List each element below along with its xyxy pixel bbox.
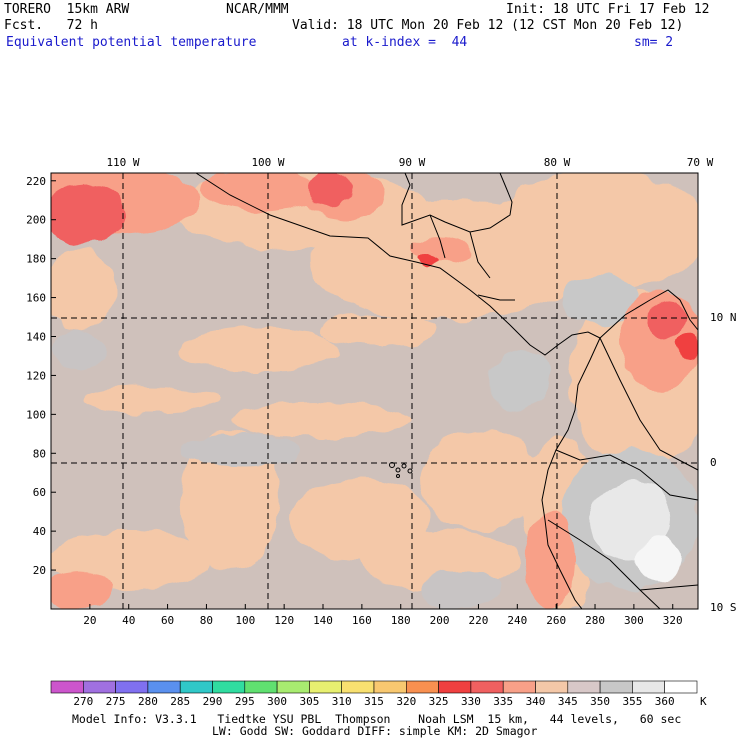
x-tick-label: 320 [663,614,683,627]
longitude-label: 70 W [687,156,714,169]
colorbar-swatch [309,680,342,694]
field-shading [51,173,698,609]
colorbar-label: 340 [526,695,546,708]
colorbar-swatch [212,680,246,694]
longitude-label: 110 W [106,156,139,169]
colorbar-swatch [438,680,472,694]
y-tick-label: 80 [33,447,46,460]
x-tick-label: 80 [200,614,213,627]
colorbar-label: 285 [170,695,190,708]
x-tick-label: 120 [274,614,294,627]
colorbar-swatch [502,680,536,694]
colorbar-label: 360 [655,695,675,708]
colorbar-label: 305 [299,695,319,708]
y-tick-label: 20 [33,564,46,577]
colorbar-label: 345 [558,695,578,708]
smoothing-info: sm= 2 [634,35,674,50]
init-time: Init: 18 UTC Fri 17 Feb 12 [506,2,710,17]
latitude-label: 0 [710,456,717,469]
y-tick-label: 120 [26,369,46,382]
x-tick-label: 60 [161,614,174,627]
valid-time: Valid: 18 UTC Mon 20 Feb 12 (12 CST Mon … [292,18,684,33]
colorbar-label: 335 [493,695,513,708]
longitude-label: 80 W [544,156,571,169]
colorbar-swatch [83,680,116,694]
x-tick-label: 280 [585,614,605,627]
colorbar-label: 350 [590,695,610,708]
forecast-hour: Fcst. 72 h [4,18,98,33]
colorbar-swatch [632,680,666,694]
x-tick-label: 100 [235,614,255,627]
colorbar-label: 300 [267,695,287,708]
colorbar-label: 275 [106,695,126,708]
colorbar-unit: K [700,695,707,708]
colorbar-label: 270 [73,695,93,708]
colorbar [50,680,698,694]
x-tick-label: 200 [430,614,450,627]
colorbar-swatch [599,680,633,694]
y-axis: 20 40 60 80 100 120 140 160 180 200 220 [26,175,56,577]
colorbar-label: 315 [364,695,384,708]
x-tick-label: 300 [624,614,644,627]
colorbar-swatch [567,680,601,694]
colorbar-swatch [664,680,698,694]
colorbar-swatch [470,680,504,694]
colorbar-swatch [50,680,84,694]
y-tick-label: 40 [33,525,46,538]
colorbar-label: 280 [138,695,158,708]
y-tick-label: 180 [26,253,46,266]
colorbar-swatch [373,680,407,694]
latitude-labels: 10 N 0 10 S [710,311,737,614]
y-tick-label: 60 [33,486,46,499]
latitude-label: 10 S [710,601,737,614]
x-tick-label: 40 [122,614,135,627]
longitude-label: 100 W [251,156,284,169]
colorbar-swatch [147,680,181,694]
longitude-labels: 110 W 100 W 90 W 80 W 70 W [106,156,713,169]
colorbar-label: 355 [622,695,642,708]
x-tick-label: 20 [83,614,96,627]
coastlines [195,173,698,609]
colorbar-swatch [115,680,149,694]
organization: NCAR/MMM [226,2,289,17]
plot-frame [50,172,699,610]
colorbar-swatch [405,680,439,694]
lat-lon-grid [51,173,698,609]
longitude-label: 90 W [399,156,426,169]
x-tick-label: 180 [391,614,411,627]
field-name: Equivalent potential temperature [6,35,257,50]
level-info: at k-index = 44 [342,35,468,50]
x-tick-label: 240 [507,614,527,627]
y-tick-label: 200 [26,214,46,227]
x-axis: 20 40 60 80 100 120 140 160 180 200 220 240 260 280 30… [83,604,683,627]
model-name: TORERO 15km ARW [4,2,130,17]
x-tick-label: 140 [313,614,333,627]
colorbar-label: 325 [429,695,449,708]
y-tick-label: 160 [26,292,46,305]
colorbar-swatch [341,680,375,694]
y-tick-label: 220 [26,175,46,188]
colorbar-labels: 270 275 280 285 290 295 300 305 310 315 320 325 330 3… [73,695,674,708]
footer-model-info: Model Info: V3.3.1 Tiedtke YSU PBL Thomp… [72,712,682,726]
latitude-label: 10 N [710,311,737,324]
x-tick-label: 160 [352,614,372,627]
colorbar-label: 290 [203,695,223,708]
colorbar-swatch [276,680,310,694]
y-tick-label: 140 [26,331,46,344]
colorbar-label: 310 [332,695,352,708]
colorbar-label: 320 [396,695,416,708]
x-tick-label: 220 [469,614,489,627]
colorbar-swatch [244,680,278,694]
colorbar-label: 330 [461,695,481,708]
colorbar-swatch [179,680,213,694]
footer-physics-info: LW: Godd SW: Goddard DIFF: simple KM: 2D… [212,724,538,738]
colorbar-swatch [535,680,569,694]
y-tick-label: 100 [26,408,46,421]
colorbar-label: 295 [235,695,255,708]
x-tick-label: 260 [546,614,566,627]
